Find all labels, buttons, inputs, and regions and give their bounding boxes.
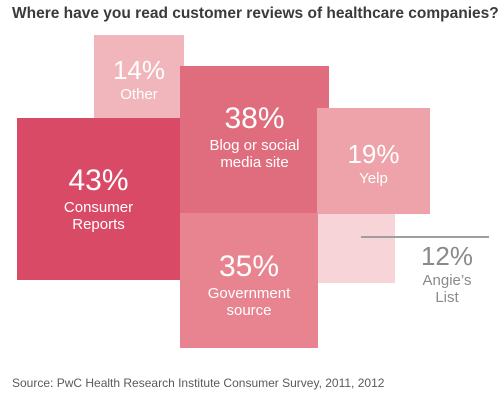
value-other: 14%	[112, 55, 166, 85]
value-government-source: 35%	[218, 250, 280, 283]
category-consumer-reports-line1: Consumer	[63, 198, 134, 216]
label-other: 14% Other	[94, 55, 184, 103]
chart-title: Where have you read customer reviews of …	[12, 5, 499, 22]
value-consumer-reports: 43%	[68, 164, 129, 197]
value-yelp: 19%	[347, 139, 400, 169]
category-blog-social-line1: Blog or social	[209, 136, 300, 154]
block-blog-social	[180, 66, 329, 214]
category-government-source-line2: source	[226, 301, 272, 319]
category-angies-list-line2: List	[435, 289, 459, 307]
label-blog-social: 38% Blog or social media site	[180, 102, 329, 171]
value-blog-social: 38%	[224, 102, 285, 135]
label-angies-list: 12% Angie’s List	[412, 241, 482, 307]
category-other: Other	[120, 85, 158, 103]
label-yelp: 19% Yelp	[317, 139, 430, 187]
category-consumer-reports-line2: Reports	[72, 215, 125, 233]
block-yelp	[317, 108, 430, 214]
block-consumer-reports	[17, 118, 180, 280]
value-angies-list: 12%	[420, 241, 474, 271]
category-yelp: Yelp	[359, 169, 388, 187]
label-consumer-reports: 43% Consumer Reports	[17, 164, 180, 233]
block-other	[94, 35, 184, 119]
label-government-source: 35% Government source	[180, 250, 318, 319]
category-angies-list-line1: Angie’s	[422, 271, 472, 289]
block-government-source	[180, 213, 318, 348]
block-angies-list	[317, 212, 395, 283]
category-blog-social-line2: media site	[220, 153, 289, 171]
source-note: Source: PwC Health Research Institute Co…	[12, 376, 385, 390]
category-government-source-line1: Government	[207, 284, 291, 302]
angies-list-leader-line	[361, 236, 489, 238]
